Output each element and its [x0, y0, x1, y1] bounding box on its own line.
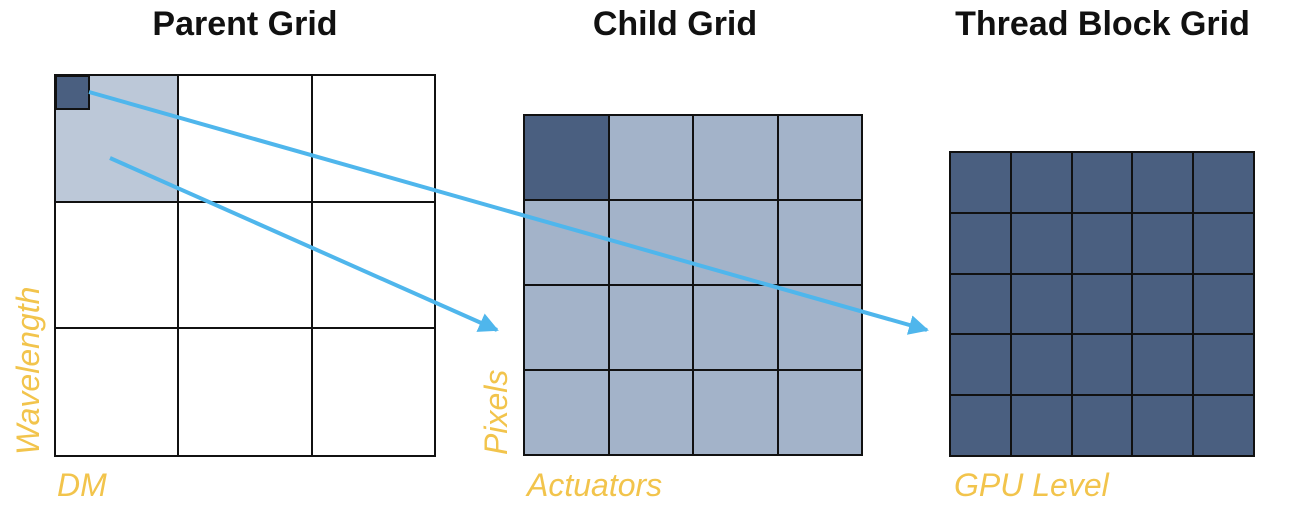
child-grid-y-label: Pixels	[478, 369, 514, 455]
arrow-thread-to-thread-block	[88, 90, 929, 335]
parent-grid	[54, 74, 436, 457]
parent-grid-x-label: DM	[57, 467, 107, 503]
parent-grid-y-label: Wavelength	[10, 286, 46, 455]
child-grid-highlight-cell	[524, 115, 609, 200]
child-grid	[523, 114, 863, 456]
thread-block-grid	[949, 151, 1255, 457]
arrow-parent-to-child	[109, 156, 499, 332]
thread-block-grid-title: Thread Block Grid	[955, 5, 1250, 43]
parent-grid-border	[54, 74, 436, 457]
parent-grid-thread-cell	[55, 75, 90, 110]
thread-grid-background	[950, 152, 1254, 456]
parent-grid-title: Parent Grid	[152, 5, 338, 43]
child-grid-title: Child Grid	[592, 5, 758, 43]
child-grid-x-label: Actuators	[527, 467, 663, 503]
thread-grid-x-label: GPU Level	[954, 467, 1109, 503]
thread-grid-border	[949, 151, 1255, 457]
